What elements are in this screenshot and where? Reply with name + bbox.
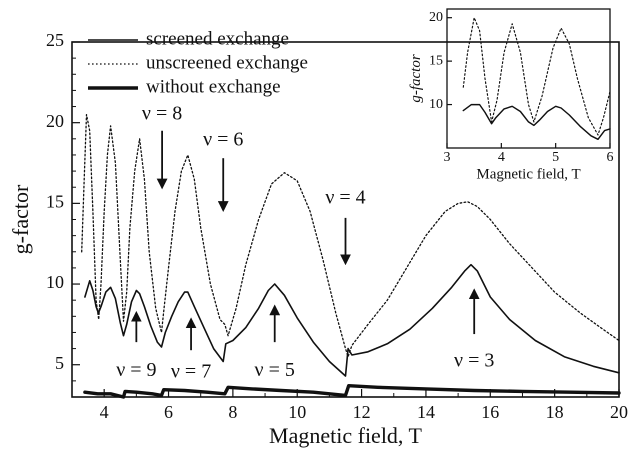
y-tick-label: 10 [46, 272, 64, 292]
nu-annotation-label: ν = 8 [142, 102, 182, 124]
x-tick-label: 5 [552, 150, 559, 165]
nu-annotation-label: ν = 3 [454, 349, 494, 371]
series-line-solid [84, 263, 620, 377]
x-tick-label: 20 [610, 402, 628, 422]
y-axis-label: g-factor [8, 184, 33, 254]
x-tick-label: 18 [546, 402, 564, 422]
legend: screened exchange unscreened exchange with… [88, 28, 308, 97]
x-tick-label: 4 [498, 150, 505, 165]
nu-annotation-label: ν = 7 [171, 361, 211, 383]
y-tick-label: 25 [46, 30, 64, 50]
plot-frame [446, 8, 611, 149]
y-tick-label: 15 [429, 53, 443, 68]
series-line-thick-solid [83, 384, 621, 399]
x-tick-label: 12 [353, 402, 371, 422]
series-line-dotted [81, 113, 620, 358]
legend-entry: without exchange [146, 76, 281, 97]
nu-annotation-label: ν = 5 [255, 359, 295, 381]
nu-annotation-label: ν = 9 [116, 359, 156, 381]
x-tick-label: 6 [164, 402, 173, 422]
main-plot: 4 6 8 10 12 14 16 18 20 5 10 15 20 25 Magnetic field, … [8, 30, 628, 448]
y-tick-label: 5 [55, 353, 64, 373]
x-tick-label: 14 [417, 402, 435, 422]
x-tick-label: 3 [444, 150, 451, 165]
x-tick-label: 10 [288, 402, 306, 422]
series-line-dotted [462, 17, 611, 136]
x-axis-label: Magnetic field, T [269, 423, 422, 448]
y-tick-label: 15 [46, 191, 64, 211]
legend-entry: unscreened exchange [146, 52, 308, 73]
y-tick-label: 20 [46, 111, 64, 131]
x-tick-label: 8 [228, 402, 237, 422]
series-line-solid [462, 103, 611, 141]
x-tick-label: 4 [100, 402, 109, 422]
x-axis-label: Magnetic field, T [476, 167, 580, 183]
x-tick-label: 16 [481, 402, 499, 422]
y-tick-label: 10 [429, 97, 443, 112]
inset-plot: 3 4 5 6 10 15 20 Magnetic field, T g-factor [408, 8, 614, 183]
nu-annotation-label: ν = 6 [203, 128, 243, 150]
legend-entry: screened exchange [146, 28, 289, 49]
y-axis-label: g-factor [408, 54, 424, 102]
nu-annotation-label: ν = 4 [325, 186, 365, 208]
x-tick-label: 6 [607, 150, 614, 165]
y-tick-label: 20 [429, 10, 443, 25]
